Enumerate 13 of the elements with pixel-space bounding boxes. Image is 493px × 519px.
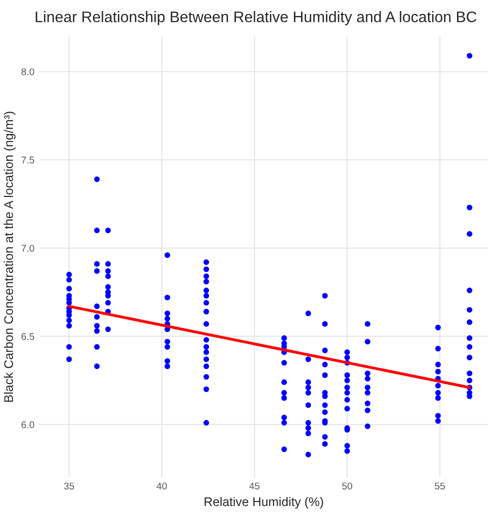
y-tick-label: 8.0 [21, 68, 34, 76]
x-tick-label: 35 [64, 482, 74, 490]
x-tick-label: 45 [249, 482, 260, 490]
x-tick-label: 50 [342, 482, 352, 490]
y-axis-title: Black Carbon Concentration at the A location (ng/m³) [4, 112, 16, 402]
y-tick-label: 6.5 [22, 333, 34, 340]
y-tick-label: 6.0 [22, 421, 34, 428]
x-tick-label: 40 [156, 482, 167, 490]
x-tick-label: 55 [434, 482, 445, 490]
y-tick-label: 7.0 [22, 244, 34, 252]
chart-title: Linear Relationship Between Relative Humidity and A location BC [36, 11, 476, 26]
x-axis-title: Relative Humidity (%) [204, 496, 324, 509]
y-tick-label: 7.5 [22, 156, 34, 164]
